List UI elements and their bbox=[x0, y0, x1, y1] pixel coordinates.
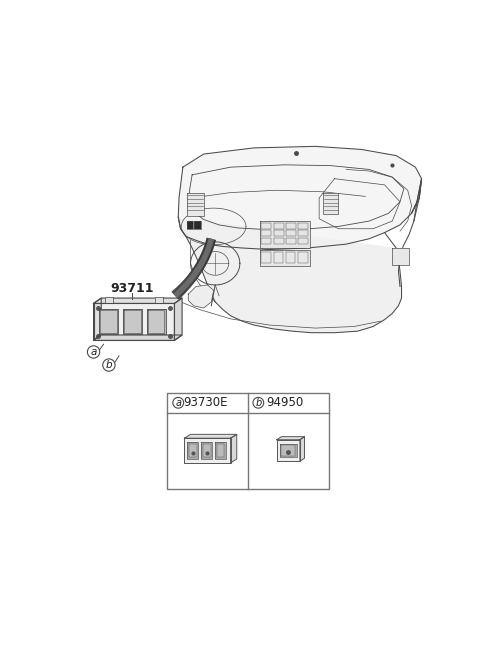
Polygon shape bbox=[203, 443, 211, 457]
Polygon shape bbox=[124, 310, 141, 333]
Polygon shape bbox=[281, 445, 295, 456]
Polygon shape bbox=[147, 309, 166, 334]
Polygon shape bbox=[184, 438, 230, 463]
Polygon shape bbox=[188, 442, 198, 459]
Text: b: b bbox=[106, 360, 112, 370]
Polygon shape bbox=[94, 335, 182, 341]
Polygon shape bbox=[201, 442, 212, 459]
Polygon shape bbox=[217, 443, 225, 457]
Polygon shape bbox=[178, 217, 402, 333]
Text: b: b bbox=[255, 398, 262, 408]
Polygon shape bbox=[105, 297, 113, 303]
Polygon shape bbox=[260, 250, 310, 266]
Text: 93711: 93711 bbox=[110, 282, 154, 295]
Polygon shape bbox=[99, 309, 118, 334]
Circle shape bbox=[253, 398, 264, 408]
Text: a: a bbox=[90, 347, 97, 357]
Circle shape bbox=[87, 346, 100, 358]
Circle shape bbox=[103, 359, 115, 371]
Polygon shape bbox=[189, 443, 197, 457]
Polygon shape bbox=[323, 193, 338, 214]
Polygon shape bbox=[392, 248, 409, 265]
Text: 94950: 94950 bbox=[267, 396, 304, 409]
Polygon shape bbox=[260, 221, 310, 248]
Polygon shape bbox=[187, 193, 204, 215]
Polygon shape bbox=[184, 434, 237, 438]
Text: 93730E: 93730E bbox=[184, 396, 228, 409]
Polygon shape bbox=[94, 298, 182, 303]
Polygon shape bbox=[148, 310, 164, 333]
Polygon shape bbox=[94, 298, 101, 341]
Polygon shape bbox=[230, 434, 237, 463]
Polygon shape bbox=[300, 437, 304, 461]
Polygon shape bbox=[194, 221, 201, 229]
Polygon shape bbox=[174, 298, 182, 341]
Polygon shape bbox=[188, 285, 214, 308]
Text: a: a bbox=[175, 398, 181, 408]
Polygon shape bbox=[187, 221, 193, 229]
Polygon shape bbox=[277, 437, 304, 440]
Bar bbox=[168, 393, 329, 489]
Polygon shape bbox=[277, 440, 300, 461]
Polygon shape bbox=[215, 442, 226, 459]
Polygon shape bbox=[94, 303, 174, 341]
Polygon shape bbox=[280, 443, 297, 457]
Polygon shape bbox=[100, 310, 117, 333]
Circle shape bbox=[173, 398, 184, 408]
Polygon shape bbox=[123, 309, 142, 334]
Polygon shape bbox=[155, 297, 163, 303]
Polygon shape bbox=[178, 146, 421, 250]
